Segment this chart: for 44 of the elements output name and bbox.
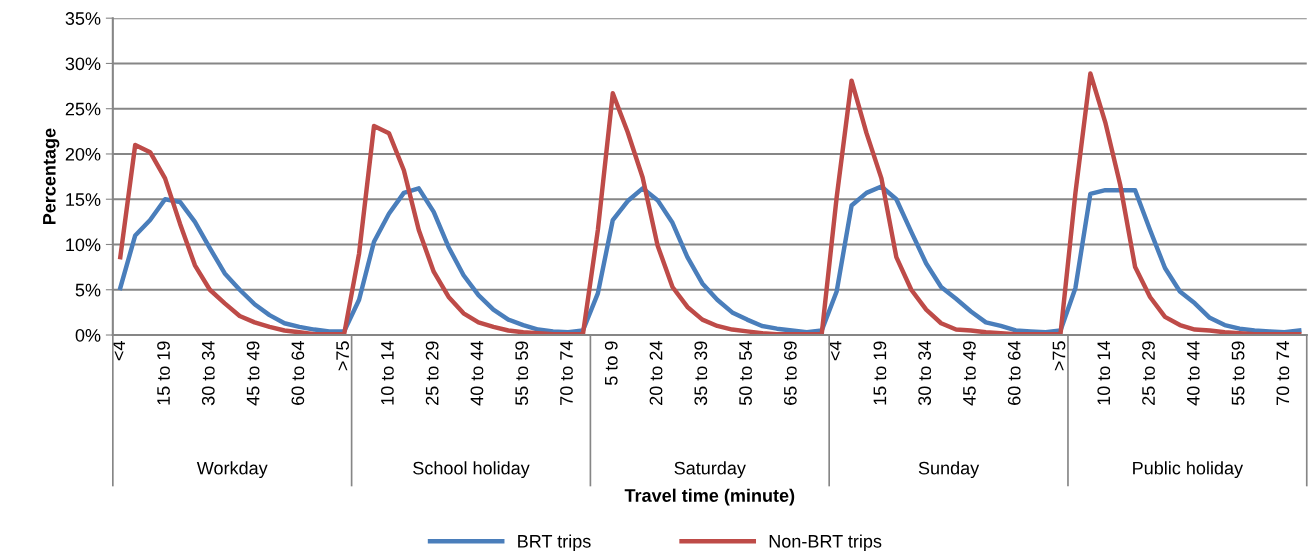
- x-tick-label: 30 to 34: [918, 341, 932, 406]
- x-tick-label: 25 to 29: [425, 341, 439, 405]
- x-axis-title: Travel time (minute): [624, 488, 795, 506]
- y-tick-label: 25%: [65, 102, 101, 116]
- x-tick-label: 15 to 19: [873, 341, 887, 405]
- y-tick-label: 0%: [75, 328, 101, 342]
- x-tick-label: 25 to 29: [1142, 341, 1155, 405]
- x-tick-label: 60 to 64: [1007, 341, 1021, 405]
- x-tick-label: 70 to 74: [560, 341, 573, 405]
- x-tick-label: >75: [1052, 341, 1066, 371]
- x-tick-label: 50 to 54: [739, 341, 752, 406]
- x-tick-label: 15 to 19: [157, 341, 170, 405]
- y-tick-label: 35%: [65, 12, 101, 25]
- x-tick-label: 55 to 59: [1231, 341, 1245, 406]
- x-tick-label: 35 to 39: [694, 341, 708, 406]
- text: Sunday: [918, 461, 980, 479]
- text: School holiday: [413, 461, 530, 479]
- x-tick-label: >75: [336, 341, 349, 371]
- x-tick-label: 40 to 44: [470, 341, 484, 406]
- x-tick-label: 5 to 9: [604, 341, 618, 386]
- text: Workday: [196, 461, 268, 479]
- legend-label: BRT trips: [518, 534, 591, 551]
- x-tick-label: <4: [112, 341, 125, 361]
- x-tick-label: 10 to 14: [1097, 341, 1111, 405]
- x-tick-label: <4: [828, 341, 842, 361]
- x-tick-label: 55 to 59: [515, 341, 529, 406]
- x-tick-label: 40 to 44: [1186, 341, 1200, 406]
- x-tick-label: 10 to 14: [380, 341, 394, 405]
- legend-label: Non-BRT trips: [769, 534, 882, 551]
- x-tick-label: 30 to 34: [201, 341, 215, 406]
- y-tick-label: 20%: [65, 147, 101, 161]
- x-tick-label: 60 to 64: [291, 341, 305, 405]
- x-tick-label: 70 to 74: [1276, 341, 1290, 405]
- text: Saturday: [674, 461, 746, 479]
- y-tick-label: 5%: [75, 283, 101, 297]
- text: Public holiday: [1133, 461, 1244, 479]
- y-axis-title: Percentage: [43, 128, 60, 225]
- x-tick-label: 65 to 69: [783, 341, 797, 405]
- x-tick-label: 45 to 49: [963, 341, 976, 406]
- x-tick-label: 45 to 49: [246, 341, 260, 406]
- x-tick-label: 20 to 24: [649, 341, 663, 405]
- y-tick-label: 30%: [65, 57, 101, 71]
- y-tick-label: 10%: [66, 238, 101, 252]
- y-tick-label: 15%: [66, 193, 101, 206]
